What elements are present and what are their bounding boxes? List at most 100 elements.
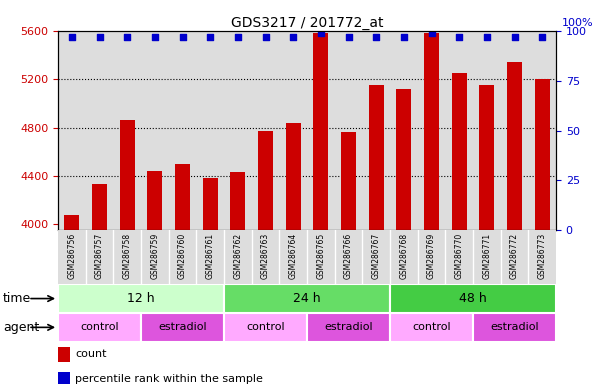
Bar — [368, 85, 384, 230]
Bar — [473, 230, 500, 284]
Bar — [507, 62, 522, 230]
Text: GSM286760: GSM286760 — [178, 233, 187, 279]
Point — [426, 30, 436, 36]
Point — [399, 34, 409, 40]
Text: estradiol: estradiol — [158, 322, 207, 333]
Bar — [147, 171, 163, 230]
Bar — [258, 131, 273, 230]
Bar — [252, 230, 279, 284]
Bar — [362, 31, 390, 230]
Text: GSM286756: GSM286756 — [67, 233, 76, 279]
Bar — [224, 284, 390, 313]
Bar — [473, 31, 500, 230]
Text: GSM286763: GSM286763 — [261, 233, 270, 279]
Bar — [92, 184, 107, 230]
Bar — [58, 31, 86, 230]
Bar — [114, 230, 141, 284]
Bar — [169, 230, 196, 284]
Point — [316, 30, 326, 36]
Text: GSM286757: GSM286757 — [95, 233, 104, 279]
Bar — [224, 230, 252, 284]
Bar — [224, 313, 307, 342]
Text: GSM286762: GSM286762 — [233, 233, 243, 279]
Text: estradiol: estradiol — [490, 322, 539, 333]
Text: GSM286761: GSM286761 — [206, 233, 214, 279]
Point — [178, 34, 188, 40]
Bar — [114, 31, 141, 230]
Text: count: count — [76, 349, 107, 359]
Bar — [203, 178, 218, 230]
Text: percentile rank within the sample: percentile rank within the sample — [76, 374, 263, 384]
Text: GSM286773: GSM286773 — [538, 233, 547, 279]
Text: control: control — [412, 322, 451, 333]
Point — [371, 34, 381, 40]
Bar — [397, 89, 411, 230]
Text: 100%: 100% — [562, 18, 593, 28]
Bar — [418, 31, 445, 230]
Text: GSM286767: GSM286767 — [371, 233, 381, 279]
Bar — [445, 31, 473, 230]
Text: GSM286770: GSM286770 — [455, 233, 464, 279]
Text: GSM286758: GSM286758 — [123, 233, 132, 279]
Bar — [141, 230, 169, 284]
Point — [537, 34, 547, 40]
Point — [343, 34, 353, 40]
Text: GSM286759: GSM286759 — [150, 233, 159, 279]
Bar — [86, 230, 114, 284]
Bar — [58, 372, 70, 384]
Bar — [535, 79, 550, 230]
Bar — [279, 31, 307, 230]
Bar — [86, 31, 114, 230]
Bar — [169, 31, 196, 230]
Bar — [390, 284, 556, 313]
Bar — [141, 313, 224, 342]
Bar — [230, 172, 246, 230]
Bar — [307, 31, 335, 230]
Text: 24 h: 24 h — [293, 292, 321, 305]
Bar — [529, 31, 556, 230]
Text: estradiol: estradiol — [324, 322, 373, 333]
Bar — [390, 230, 418, 284]
Bar — [141, 31, 169, 230]
Bar — [424, 33, 439, 230]
Bar — [175, 164, 190, 230]
Bar — [64, 215, 79, 230]
Bar — [390, 31, 418, 230]
Bar — [341, 132, 356, 230]
Point — [510, 34, 519, 40]
Point — [95, 34, 104, 40]
Bar — [224, 31, 252, 230]
Bar — [307, 230, 335, 284]
Text: 12 h: 12 h — [127, 292, 155, 305]
Bar — [500, 230, 529, 284]
Text: control: control — [80, 322, 119, 333]
Text: GSM286764: GSM286764 — [288, 233, 298, 279]
Bar — [529, 230, 556, 284]
Point — [67, 34, 77, 40]
Bar — [452, 73, 467, 230]
Text: time: time — [3, 292, 31, 305]
Bar — [252, 31, 279, 230]
Title: GDS3217 / 201772_at: GDS3217 / 201772_at — [231, 16, 383, 30]
Bar — [418, 230, 445, 284]
Bar — [335, 31, 362, 230]
Point — [261, 34, 271, 40]
Point — [205, 34, 215, 40]
Bar — [445, 230, 473, 284]
Text: 48 h: 48 h — [459, 292, 487, 305]
Bar — [58, 347, 70, 362]
Point — [455, 34, 464, 40]
Point — [288, 34, 298, 40]
Bar — [307, 313, 390, 342]
Bar — [279, 230, 307, 284]
Text: GSM286771: GSM286771 — [482, 233, 491, 279]
Bar — [120, 120, 135, 230]
Point — [482, 34, 492, 40]
Text: GSM286772: GSM286772 — [510, 233, 519, 279]
Bar — [58, 313, 141, 342]
Bar — [390, 313, 473, 342]
Bar — [58, 284, 224, 313]
Bar — [313, 33, 329, 230]
Point — [150, 34, 159, 40]
Text: GSM286768: GSM286768 — [400, 233, 408, 279]
